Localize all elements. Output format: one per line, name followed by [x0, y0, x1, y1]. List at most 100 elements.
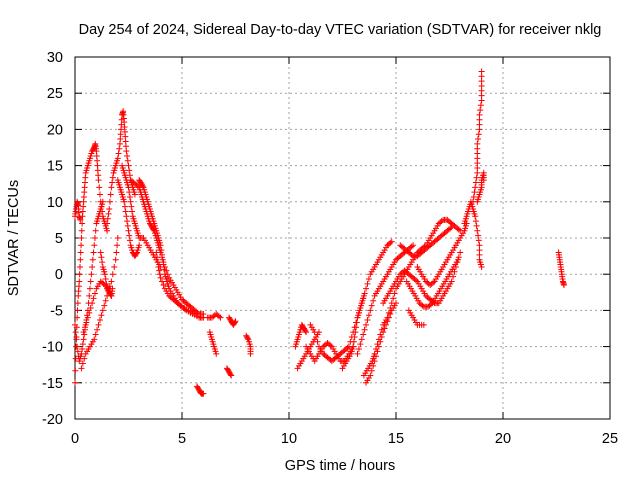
series-arc-ai — [474, 169, 487, 205]
data-point — [104, 220, 111, 227]
data-point — [97, 249, 104, 256]
data-point — [358, 336, 365, 343]
data-point — [371, 358, 378, 365]
data-point — [367, 372, 374, 379]
y-tick-label: -20 — [42, 412, 63, 428]
data-point — [200, 390, 207, 397]
data-point — [76, 278, 83, 285]
data-point — [79, 220, 86, 227]
data-point — [158, 247, 165, 254]
data-point — [427, 301, 434, 308]
data-point — [247, 350, 254, 357]
data-point — [84, 314, 91, 321]
series-arc-x — [345, 238, 395, 350]
data-point — [78, 365, 85, 372]
data-point — [96, 191, 103, 198]
data-point — [76, 271, 83, 278]
x-axis-label: GPS time / hours — [285, 458, 395, 474]
data-point — [348, 333, 355, 340]
data-point — [114, 242, 121, 249]
data-point — [159, 278, 166, 285]
data-point — [74, 314, 81, 321]
data-point — [72, 379, 78, 386]
data-point — [122, 208, 129, 215]
data-point — [124, 218, 131, 225]
data-point — [83, 319, 90, 326]
data-point — [78, 235, 85, 241]
data-point — [475, 131, 482, 138]
data-point — [327, 342, 334, 349]
data-point — [114, 155, 121, 162]
data-point — [471, 189, 478, 196]
data-point — [127, 198, 134, 205]
data-point — [353, 319, 360, 326]
data-point — [370, 362, 377, 369]
x-tick-label: 10 — [281, 431, 297, 447]
data-point — [109, 174, 116, 181]
data-point — [103, 280, 110, 287]
series-arc-ah — [470, 68, 485, 205]
data-point — [357, 304, 364, 311]
data-point — [347, 338, 354, 345]
data-point — [227, 371, 234, 378]
data-point — [104, 215, 111, 222]
data-point — [472, 184, 479, 191]
data-point — [477, 107, 484, 114]
series-arc-i — [119, 162, 164, 270]
data-point — [156, 271, 163, 278]
data-point — [109, 285, 116, 292]
data-point — [375, 343, 382, 350]
data-point — [115, 150, 122, 157]
data-point — [345, 343, 352, 350]
data-point — [478, 263, 485, 270]
data-point — [74, 307, 81, 314]
data-point — [133, 250, 140, 257]
series-arc-q — [223, 365, 235, 379]
data-point — [72, 321, 78, 328]
data-point — [448, 224, 455, 231]
data-point — [231, 319, 238, 326]
data-point — [378, 333, 385, 340]
data-point — [74, 348, 81, 355]
data-point — [478, 68, 485, 75]
series-arc-s — [292, 321, 310, 350]
data-point — [91, 336, 98, 343]
data-point — [455, 226, 462, 233]
data-point — [129, 208, 136, 215]
data-point — [77, 216, 84, 223]
data-point — [370, 297, 377, 304]
data-point — [86, 292, 93, 299]
data-point — [108, 278, 115, 285]
data-point — [92, 331, 99, 338]
data-point — [213, 350, 220, 357]
data-point — [560, 282, 567, 289]
data-point — [111, 263, 118, 270]
data-point — [153, 249, 160, 256]
data-point — [79, 341, 86, 348]
series-arc-ac — [403, 256, 462, 310]
data-point — [139, 183, 146, 190]
y-tick-label: 0 — [55, 267, 63, 283]
data-point — [126, 167, 133, 174]
y-tick-label: -5 — [50, 303, 63, 319]
data-point — [124, 152, 131, 159]
data-point — [361, 290, 368, 297]
y-tick-label: -10 — [42, 340, 63, 356]
data-point — [154, 259, 161, 266]
data-point — [96, 317, 103, 324]
data-point — [475, 136, 482, 143]
x-tick-label: 0 — [71, 431, 79, 447]
data-point — [155, 263, 162, 270]
data-point — [344, 344, 351, 351]
data-point — [77, 256, 84, 263]
data-point — [472, 218, 479, 225]
data-point — [232, 318, 239, 325]
data-point — [95, 321, 102, 328]
data-point — [387, 239, 394, 246]
series-arc-d — [72, 198, 84, 223]
data-point — [109, 271, 116, 278]
data-point — [101, 271, 108, 278]
data-point — [98, 312, 105, 319]
data-point — [244, 335, 251, 342]
data-point — [457, 249, 464, 256]
